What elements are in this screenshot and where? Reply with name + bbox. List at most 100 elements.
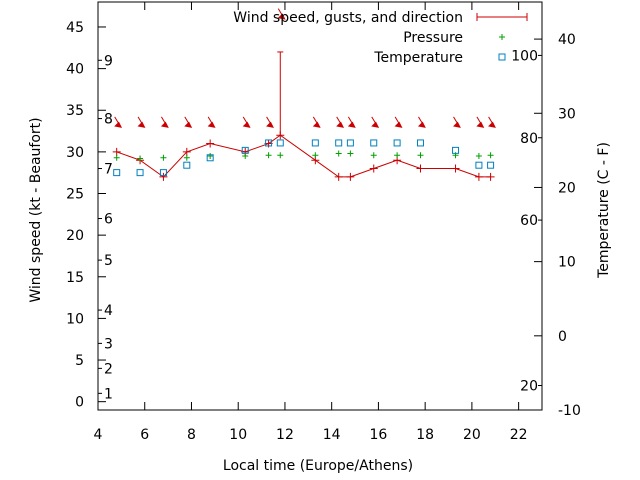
y-right-tick-label: 30 [558, 106, 576, 122]
y-right-tick-label: 0 [558, 329, 567, 345]
y-left-tick-label: 15 [66, 270, 84, 286]
wind-direction-head [371, 121, 380, 128]
y-left-tick-label: 5 [75, 353, 84, 369]
wind-speed-point [346, 172, 355, 181]
temperature-point [487, 161, 495, 169]
y-left-tick-label: 35 [66, 103, 84, 119]
wind-direction-arrow [476, 116, 485, 128]
pressure-point [113, 154, 120, 161]
wind-direction-arrow [347, 116, 356, 128]
wind-direction-head [277, 13, 286, 20]
temperature-point [416, 139, 424, 147]
temperature-point [475, 161, 483, 169]
x-tick-label: 12 [276, 427, 294, 443]
x-tick-label: 6 [140, 427, 149, 443]
wind-direction-arrow [453, 116, 461, 128]
temperature-point [276, 139, 284, 147]
wind-direction-arrow [371, 116, 380, 128]
wind-direction-arrow [312, 116, 321, 128]
y-left-tick-label: 10 [66, 311, 84, 327]
axis-ticks: 4 6 8 10 12 14 16 18 20 2205101520253035404512345… [66, 2, 581, 443]
temperature-point [241, 146, 249, 154]
wind-direction-head [266, 121, 274, 128]
beaufort-label: 4 [104, 303, 113, 319]
fahrenheit-label: 100 [511, 48, 538, 64]
pressure-point [137, 155, 144, 162]
x-axis-label: Local time (Europe/Athens) [223, 458, 413, 474]
plot-frame [97, 1, 543, 411]
beaufort-label: 5 [104, 253, 113, 269]
plot-border [97, 1, 543, 411]
pressure-point [487, 152, 494, 159]
wind-speed-point [159, 172, 168, 181]
wind-direction-head [114, 121, 123, 128]
wind-direction-arrow [137, 116, 146, 128]
series-layer [112, 8, 496, 181]
wind-speed-point [112, 147, 121, 156]
pressure-point [160, 154, 167, 161]
beaufort-label: 9 [104, 53, 113, 69]
wind-direction-arrow [336, 116, 345, 128]
temperature-point [206, 154, 214, 162]
wind-direction-head [488, 121, 496, 128]
wind-speed-line [116, 134, 491, 178]
temperature-point [113, 169, 121, 177]
pressure-point [347, 150, 354, 157]
temperature-point [183, 161, 191, 169]
beaufort-label: 8 [104, 112, 113, 128]
y-axis-right-label: Temperature (C - F) [596, 142, 612, 279]
wind-direction-head [453, 121, 461, 128]
wind-speed-point [182, 147, 191, 156]
x-tick-label: 14 [323, 427, 341, 443]
wind-direction-head [417, 121, 426, 128]
legend: Wind speed, gusts, and direction Pressur… [233, 10, 528, 66]
wind-speed-point [369, 164, 378, 173]
pressure-point [417, 152, 424, 159]
temperature-point [393, 139, 401, 147]
pressure-point [242, 153, 249, 160]
wind-direction-arrow [417, 116, 426, 128]
wind-speed-point [416, 164, 425, 173]
fahrenheit-label: 60 [520, 213, 538, 229]
wind-direction-arrow [114, 116, 123, 128]
legend-label-pressure: Pressure [403, 30, 463, 46]
x-tick-label: 18 [416, 427, 434, 443]
x-tick-label: 22 [510, 427, 528, 443]
wind-direction-head [184, 121, 193, 128]
wind-direction-head [137, 121, 146, 128]
wind-direction-arrow [207, 116, 216, 128]
wind-direction-arrow [266, 116, 274, 128]
y-left-tick-label: 45 [66, 20, 84, 36]
y-right-tick-label: 40 [558, 32, 576, 48]
legend-sample-temperature [498, 53, 506, 61]
fahrenheit-label: 80 [520, 131, 538, 147]
wind-direction-head [242, 121, 251, 128]
pressure-point [277, 152, 284, 159]
x-tick-label: 4 [94, 427, 103, 443]
wind-direction-arrow [488, 116, 496, 128]
y-left-tick-label: 30 [66, 145, 84, 161]
wind-speed-point [206, 139, 215, 148]
axis-labels: Local time (Europe/Athens) Wind speed (k… [28, 117, 612, 474]
y-left-tick-label: 0 [75, 395, 84, 411]
x-tick-label: 10 [229, 427, 247, 443]
wind-direction-head [312, 121, 321, 128]
pressure-point [475, 153, 482, 160]
wind-direction-arrow [242, 116, 251, 128]
wind-speed-point [334, 172, 343, 181]
temperature-point [370, 139, 378, 147]
beaufort-label: 1 [104, 386, 113, 402]
legend-label-temperature: Temperature [373, 50, 463, 66]
wind-speed-point [474, 172, 483, 181]
y-left-tick-label: 40 [66, 62, 84, 78]
pressure-point [394, 152, 401, 159]
wind-direction-head [394, 121, 403, 128]
pressure-point [265, 152, 272, 159]
temperature-point [452, 146, 460, 154]
wind-direction-head [476, 121, 485, 128]
y-right-tick-label: 20 [558, 180, 576, 196]
wind-direction-head [336, 121, 345, 128]
beaufort-label: 2 [104, 361, 113, 377]
legend-label-wind: Wind speed, gusts, and direction [233, 10, 463, 26]
